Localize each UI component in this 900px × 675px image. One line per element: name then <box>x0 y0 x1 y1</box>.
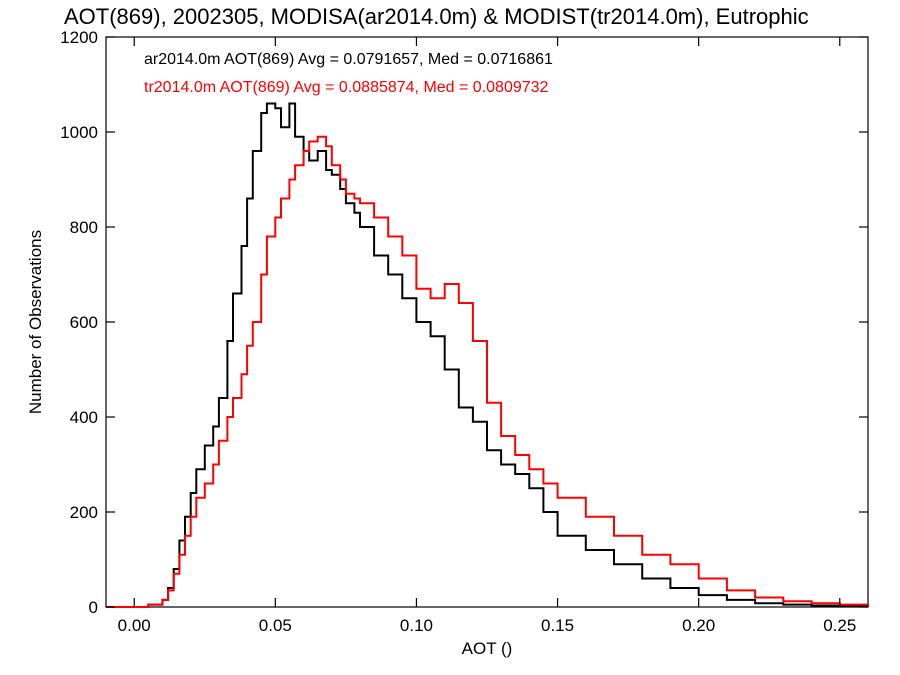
y-axis-label: Number of Observations <box>26 230 45 414</box>
y-tick-label: 0 <box>89 598 98 617</box>
plot-area: 0.00 0.05 0.10 0.15 0.20 0.25 0 200 400 600 800 10… <box>60 28 869 635</box>
y-tick-label: 1000 <box>60 123 98 142</box>
series-line-1 <box>106 135 869 608</box>
x-tick-label: 0.05 <box>259 616 292 635</box>
legend: ar2014.0m AOT(869) Avg = 0.0791657, Med … <box>144 51 553 96</box>
series-line-0 <box>106 102 869 608</box>
legend-entry-0: ar2014.0m AOT(869) Avg = 0.0791657, Med … <box>144 51 553 68</box>
x-tick-label: 0.25 <box>823 616 856 635</box>
x-tick-label: 0.20 <box>682 616 715 635</box>
plot-frame <box>105 36 869 608</box>
x-tick-label: 0.15 <box>541 616 574 635</box>
y-tick-label: 600 <box>70 313 98 332</box>
x-tick-label: 0.10 <box>400 616 433 635</box>
y-tick-label: 200 <box>70 503 98 522</box>
legend-entry-1: tr2014.0m AOT(869) Avg = 0.0885874, Med … <box>144 79 549 96</box>
y-tick-label: 1200 <box>60 28 98 47</box>
chart-title: AOT(869), 2002305, MODISA(ar2014.0m) & M… <box>64 4 809 29</box>
y-tick-label: 400 <box>70 408 98 427</box>
series-lines <box>106 102 869 608</box>
y-ticks: 0 200 400 600 800 1000 1200 <box>60 28 868 617</box>
x-axis-label: AOT () <box>462 639 513 658</box>
y-tick-label: 800 <box>70 218 98 237</box>
x-tick-label: 0.00 <box>118 616 151 635</box>
x-ticks: 0.00 0.05 0.10 0.15 0.20 0.25 <box>118 37 856 635</box>
